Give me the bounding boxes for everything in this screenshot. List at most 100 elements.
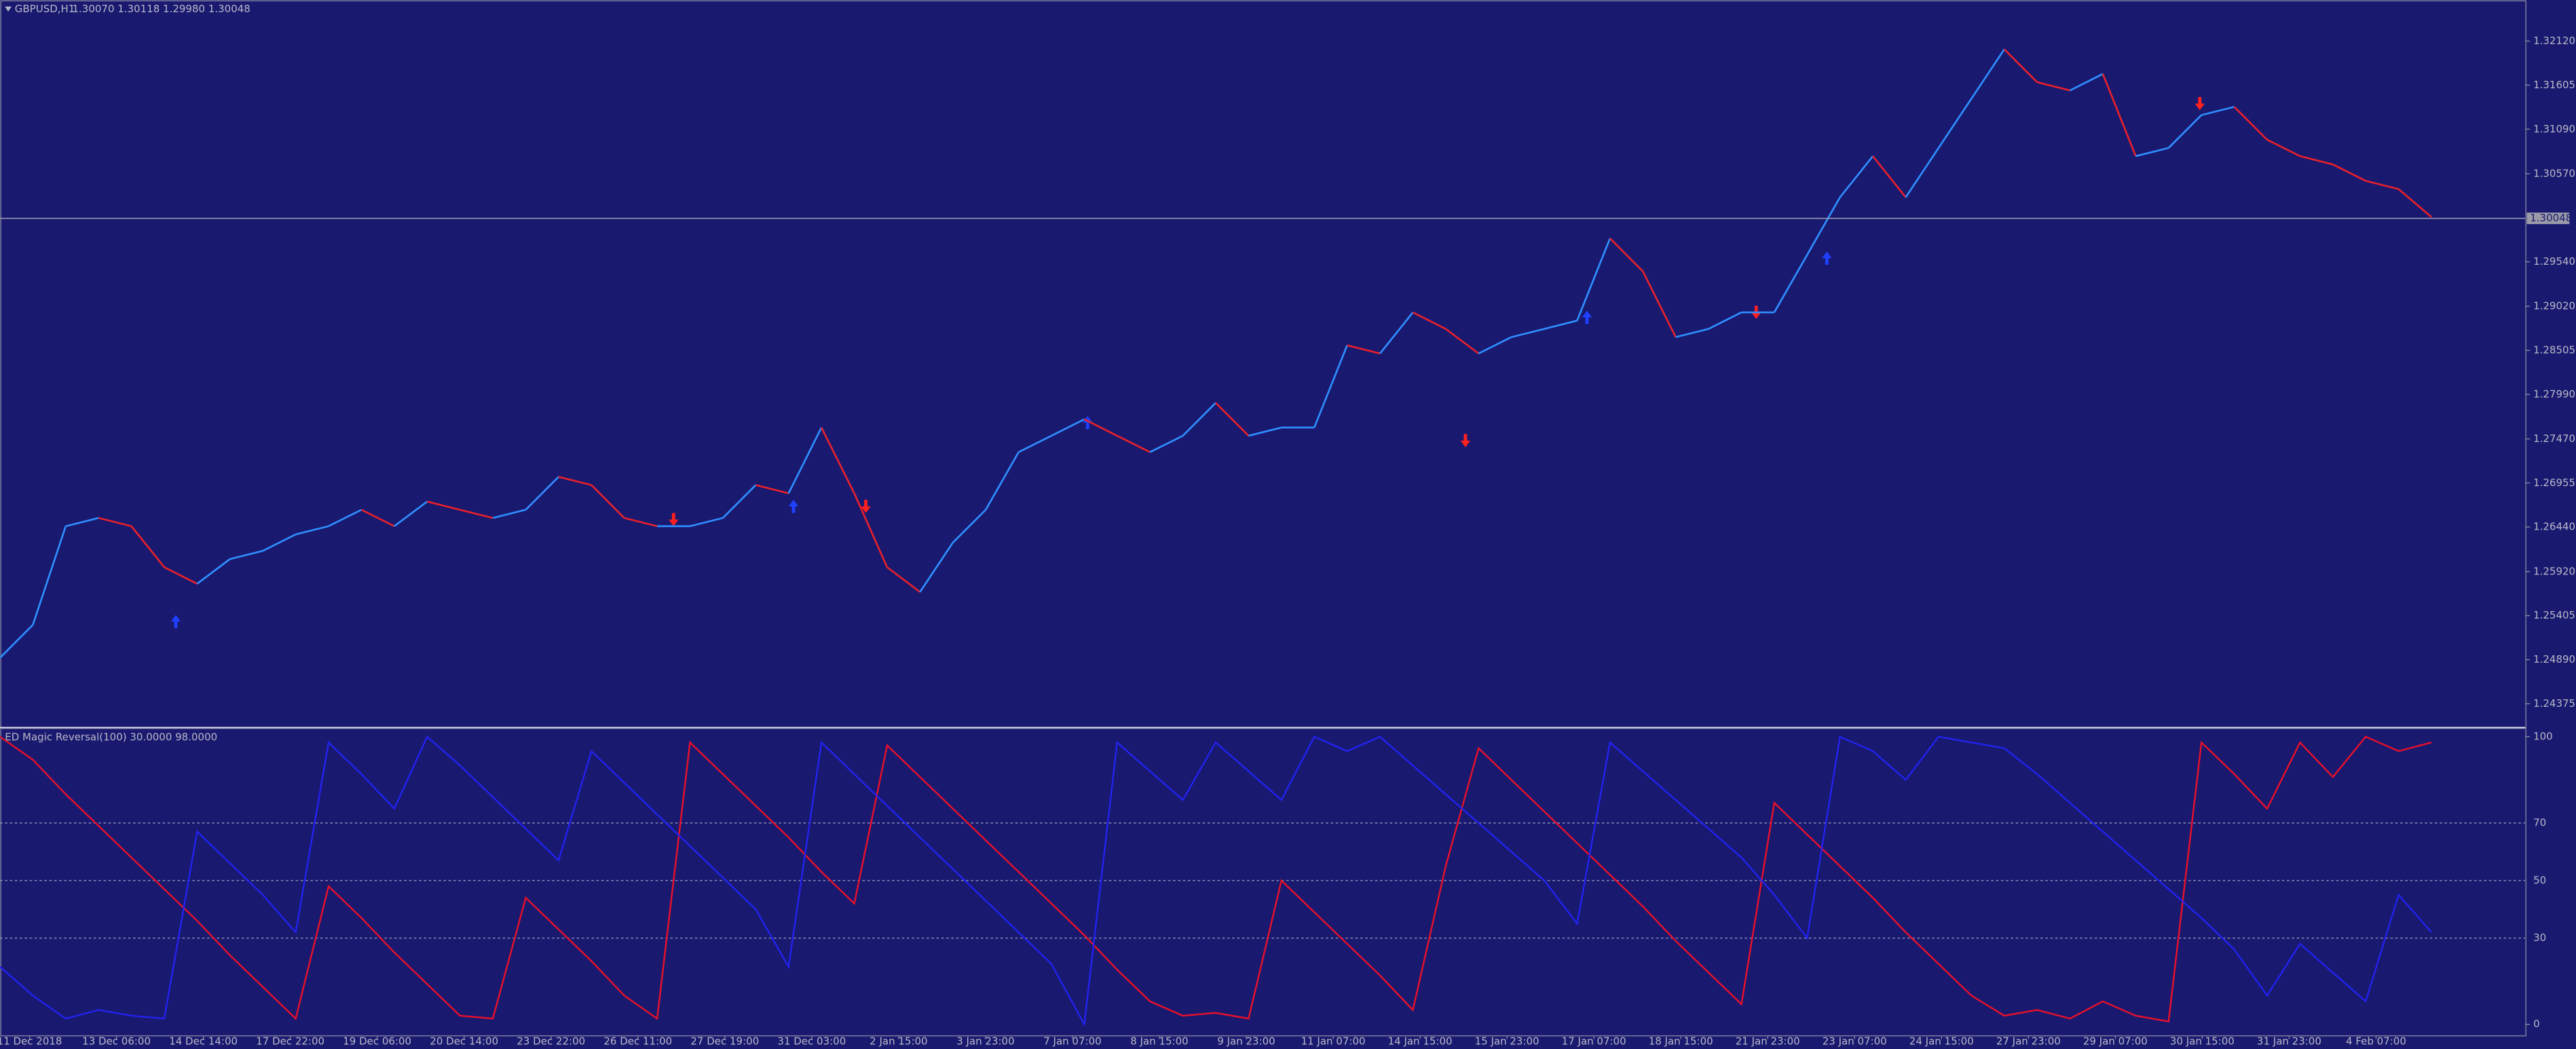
price-segment xyxy=(2233,106,2268,141)
x-tick-label: 24 Jan 15:00 xyxy=(1909,1035,1974,1048)
price-segment xyxy=(1642,270,1677,338)
price-segment xyxy=(2167,114,2203,149)
price-segment xyxy=(65,517,99,528)
price-segment xyxy=(2397,188,2432,218)
y-tick-label: 0 xyxy=(2533,1018,2540,1030)
y-tick-label: 1.25405 xyxy=(2533,609,2575,621)
price-segment xyxy=(591,484,625,519)
y-tick-label: 1.32120 xyxy=(2533,35,2575,47)
indicator-line xyxy=(0,735,2432,1023)
price-segment xyxy=(1937,98,1973,149)
price-segment xyxy=(1905,147,1940,198)
price-segment xyxy=(1149,435,1184,454)
price-segment xyxy=(525,476,559,511)
price-segment xyxy=(2300,155,2334,166)
price-segment xyxy=(755,484,789,494)
y-tick-label: 1.26955 xyxy=(2533,477,2575,489)
price-segment xyxy=(1248,426,1282,437)
x-tick-label: 23 Jan 07:00 xyxy=(1823,1035,1887,1048)
x-tick-label: 27 Dec 19:00 xyxy=(690,1035,759,1048)
x-tick-label: 31 Dec 03:00 xyxy=(777,1035,846,1048)
y-tick-label: 1.29020 xyxy=(2533,300,2575,312)
price-segment xyxy=(1872,155,1907,198)
price-segment xyxy=(1051,418,1085,437)
price-segment xyxy=(1806,196,1841,256)
x-tick-label: 17 Dec 22:00 xyxy=(256,1035,324,1048)
y-tick-label: 1.25920 xyxy=(2533,565,2575,577)
sell-arrow xyxy=(669,513,679,526)
x-tick-label: 21 Jan 23:00 xyxy=(1736,1035,1800,1048)
x-tick-label: 20 Dec 14:00 xyxy=(430,1035,498,1048)
price-segment xyxy=(2365,180,2399,190)
ohlc-label: 1.30070 1.30118 1.29980 1.30048 xyxy=(72,3,250,15)
price-segment xyxy=(262,533,297,552)
price-segment xyxy=(690,517,724,528)
price-segment xyxy=(2332,164,2366,182)
price-segment xyxy=(1313,345,1348,428)
price-segment xyxy=(558,475,592,486)
price-segment xyxy=(1576,238,1611,321)
sell-arrow xyxy=(2195,96,2205,111)
buy-arrow xyxy=(1822,251,1832,265)
price-segment xyxy=(2003,48,2038,84)
price-segment xyxy=(1445,328,1480,354)
x-tick-label: 19 Dec 06:00 xyxy=(343,1035,411,1048)
price-segment xyxy=(492,509,526,519)
price-segment xyxy=(1708,311,1742,330)
x-tick-label: 27 Jan 23:00 xyxy=(1996,1035,2061,1048)
price-segment xyxy=(1773,254,1808,313)
price-segment xyxy=(1544,319,1578,330)
price-segment xyxy=(1971,48,2005,100)
price-segment xyxy=(295,525,329,536)
y-tick-label: 30 xyxy=(2533,932,2546,944)
price-segment xyxy=(360,509,395,528)
menu-triangle[interactable] xyxy=(5,6,12,12)
price-segment xyxy=(787,427,823,494)
price-segment xyxy=(952,509,987,544)
x-tick-label: 9 Jan 23:00 xyxy=(1217,1035,1275,1048)
price-segment xyxy=(1379,312,1414,354)
price-segment xyxy=(328,509,362,528)
x-tick-label: 31 Jan 23:00 xyxy=(2257,1035,2321,1048)
symbol-label: GBPUSD,H1 xyxy=(15,3,75,15)
price-segment xyxy=(1478,336,1512,354)
price-segment xyxy=(196,558,231,585)
price-segment xyxy=(2201,106,2235,116)
price-segment xyxy=(1347,344,1381,354)
x-tick-label: 3 Jan 23:00 xyxy=(956,1035,1014,1048)
x-tick-label: 2 Jan 15:00 xyxy=(870,1035,927,1048)
y-tick-label: 1.24375 xyxy=(2533,697,2575,710)
y-tick-label: 100 xyxy=(2533,731,2553,743)
y-tick-label: 1.31090 xyxy=(2533,123,2575,135)
x-tick-label: 14 Jan 15:00 xyxy=(1388,1035,1453,1048)
price-segment xyxy=(1675,328,1709,338)
price-segment xyxy=(886,566,921,593)
x-tick-label: 15 Jan 23:00 xyxy=(1475,1035,1539,1048)
buy-arrow xyxy=(788,500,799,513)
price-segment xyxy=(98,517,132,528)
price-segment xyxy=(2069,73,2104,92)
price-segment xyxy=(2266,139,2300,158)
y-tick-label: 1.24890 xyxy=(2533,653,2575,665)
indicator-pane-frame xyxy=(0,728,2526,1037)
y-tick-label: 1.26440 xyxy=(2533,521,2575,533)
price-segment xyxy=(32,526,67,625)
buy-arrow xyxy=(170,614,181,629)
x-tick-label: 23 Dec 22:00 xyxy=(517,1035,585,1048)
price-segment xyxy=(1511,328,1545,338)
price-segment xyxy=(1412,311,1446,330)
price-segment xyxy=(1839,155,1874,198)
price-segment xyxy=(1215,402,1250,437)
price-segment xyxy=(2135,147,2169,158)
y-tick-label: 1.31605 xyxy=(2533,79,2575,91)
price-segment xyxy=(1182,402,1216,437)
x-tick-label: 26 Dec 11:00 xyxy=(603,1035,672,1048)
indicator-line xyxy=(0,735,2432,1027)
price-segment xyxy=(164,566,198,585)
y-tick-label: 1.29540 xyxy=(2533,255,2575,268)
y-tick-label: 1.30570 xyxy=(2533,167,2575,179)
price-segment xyxy=(624,517,658,528)
price-segment xyxy=(853,493,889,568)
x-tick-label: 11 Jan 07:00 xyxy=(1301,1035,1366,1048)
